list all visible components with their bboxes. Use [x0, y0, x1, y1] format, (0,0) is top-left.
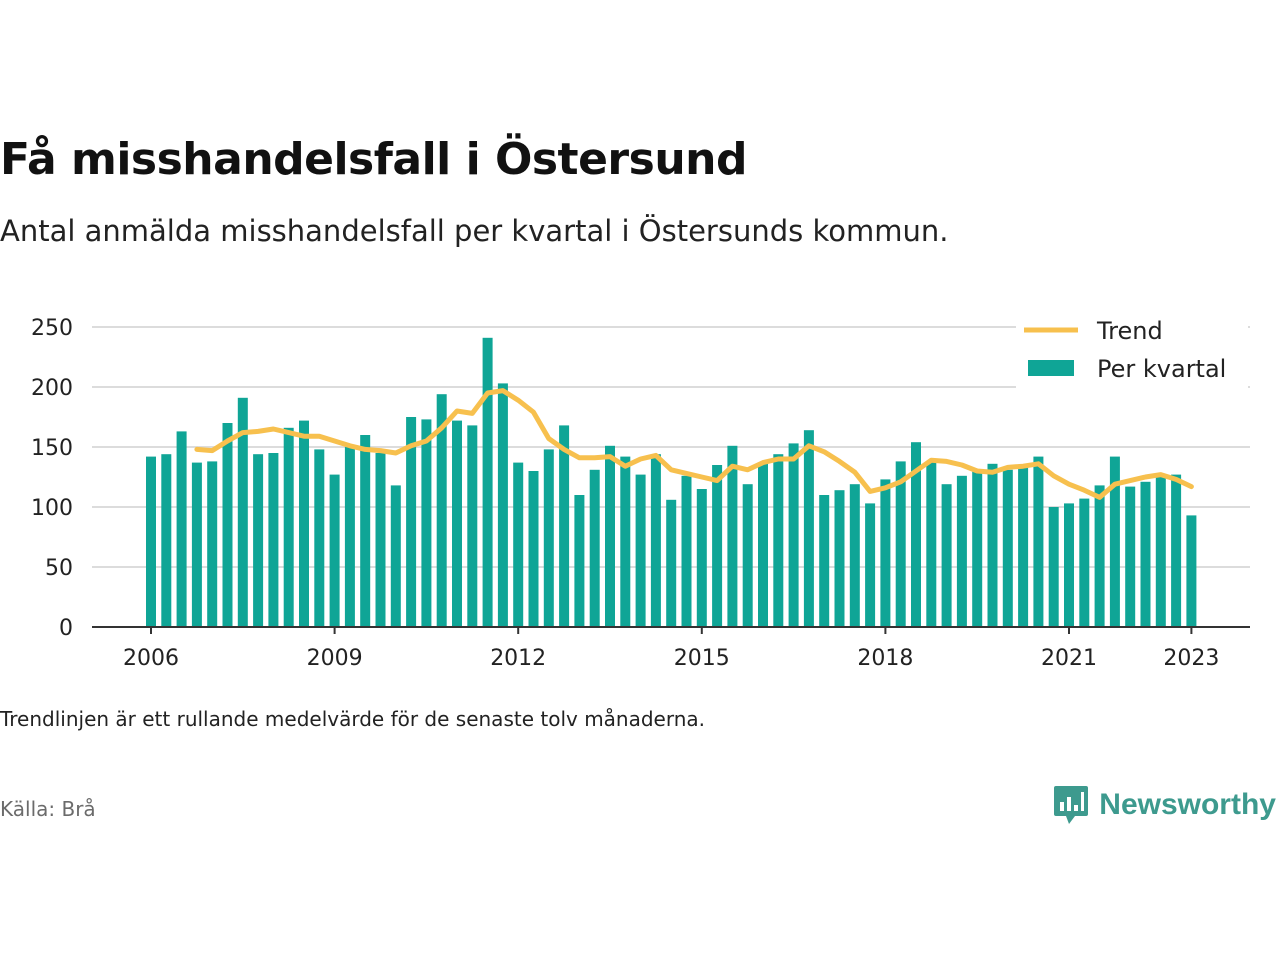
y-tick-label: 200: [31, 376, 73, 401]
bar: [1109, 456, 1120, 627]
bar: [344, 447, 355, 627]
bar: [1033, 456, 1044, 627]
bar: [589, 469, 600, 627]
bar: [574, 495, 585, 627]
bar: [1125, 486, 1136, 627]
bar: [436, 394, 447, 627]
bar: [283, 427, 294, 627]
bar: [222, 423, 233, 627]
legend: Trend Per kvartal: [1016, 314, 1248, 400]
y-tick-label: 50: [45, 556, 73, 581]
y-tick-label: 0: [59, 616, 73, 641]
bar: [666, 499, 677, 627]
bar: [1155, 477, 1166, 627]
bar: [176, 431, 187, 627]
x-tick-label: 2012: [490, 646, 546, 671]
bar: [513, 462, 524, 627]
bar: [773, 454, 784, 627]
legend-bar-swatch: [1028, 360, 1074, 376]
bar: [1048, 507, 1059, 627]
bar: [1018, 467, 1029, 627]
bar: [911, 442, 921, 627]
newsworthy-logo-icon: [1054, 786, 1089, 824]
bar: [681, 475, 692, 627]
y-tick-label: 150: [31, 436, 73, 461]
bar: [1002, 469, 1013, 627]
bar: [941, 484, 952, 627]
bar: [467, 425, 478, 627]
bar: [207, 461, 218, 627]
bar: [559, 425, 570, 627]
bar-chart: 0 50 100 150 200 250 2006 2009 2012 2015 2018 2021…: [31, 314, 1250, 671]
newsworthy-logo[interactable]: Newsworthy: [1053, 784, 1276, 826]
x-tick-label: 2018: [857, 646, 913, 671]
bar: [803, 430, 814, 627]
trend-series: [194, 388, 1194, 500]
bar: [1064, 503, 1074, 627]
bar: [237, 397, 248, 627]
bar: [865, 503, 876, 627]
bar: [620, 456, 631, 627]
footnote: Trendlinjen är ett rullande medelvärde f…: [0, 707, 706, 731]
x-tick-label: 2006: [123, 646, 179, 671]
y-tick-label: 100: [31, 496, 73, 521]
bar: [819, 495, 830, 627]
bar: [314, 449, 325, 627]
bar: [299, 420, 309, 627]
legend-trend-label: Trend: [1096, 317, 1163, 345]
bar: [406, 417, 417, 627]
bar: [375, 453, 386, 627]
legend-bar-label: Per kvartal: [1097, 355, 1226, 383]
bar: [253, 454, 264, 627]
bar: [788, 443, 799, 627]
bar: [161, 454, 172, 627]
x-axis-ticks: 2006 2009 2012 2015 2018 2021 2023: [123, 627, 1219, 671]
bar: [972, 471, 983, 627]
bar: [696, 489, 707, 627]
bar: [987, 463, 998, 627]
x-tick-label: 2021: [1041, 646, 1097, 671]
x-tick-label: 2023: [1163, 646, 1219, 671]
bar: [390, 485, 401, 627]
bar: [528, 471, 539, 627]
bar: [758, 463, 768, 627]
bar: [1186, 515, 1197, 627]
bar: [421, 419, 432, 627]
bar: [497, 383, 508, 627]
bar: [849, 484, 860, 627]
bar: [452, 420, 462, 627]
bar: [360, 435, 371, 627]
y-axis-ticks: 0 50 100 150 200 250: [31, 316, 73, 641]
bar: [727, 445, 738, 627]
bar: [191, 462, 202, 627]
bar: [834, 490, 845, 627]
bar-series: [146, 337, 1197, 627]
bar: [268, 453, 279, 627]
bar: [956, 475, 967, 627]
bar: [650, 454, 661, 627]
bar: [329, 474, 340, 627]
bar: [543, 449, 554, 627]
bar: [1140, 481, 1151, 627]
bar: [1094, 485, 1105, 627]
bar: [1171, 474, 1182, 627]
source-credit: Källa: Brå: [0, 797, 96, 821]
bar: [605, 445, 615, 627]
bar: [712, 465, 723, 627]
bar: [146, 456, 156, 627]
chart-subtitle: Antal anmälda misshandelsfall per kvarta…: [0, 214, 949, 248]
bar: [926, 461, 937, 627]
bar: [635, 474, 646, 627]
newsworthy-wordmark: Newsworthy: [1099, 788, 1276, 821]
trend-line: [194, 388, 1194, 500]
chart-title: Få misshandelsfall i Östersund: [0, 134, 747, 185]
x-tick-label: 2009: [307, 646, 363, 671]
bar: [482, 337, 493, 627]
bar: [880, 479, 891, 627]
x-tick-label: 2015: [674, 646, 730, 671]
bar: [1079, 498, 1090, 627]
y-tick-label: 250: [31, 316, 73, 341]
bar: [895, 461, 906, 627]
bar: [742, 484, 753, 627]
